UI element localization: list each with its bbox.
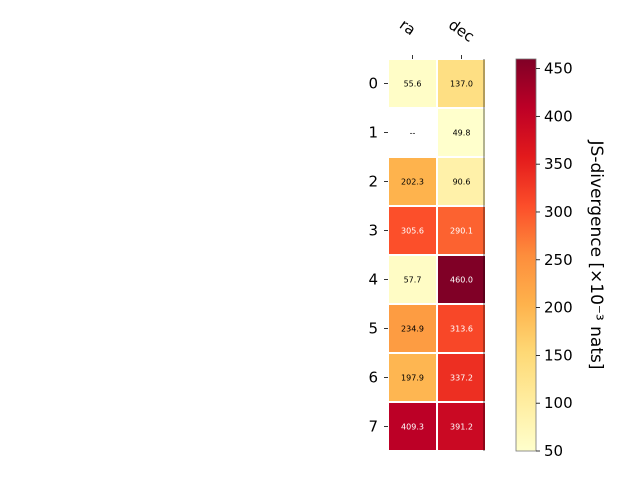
- colorbar-tick-label: 400: [544, 107, 573, 125]
- column-tick-label: dec: [445, 16, 477, 46]
- heatmap-cell-6-ra: [389, 354, 436, 401]
- cell-value-label: 290.1: [450, 227, 473, 236]
- heatmap-cell-7-dec: [438, 403, 485, 450]
- row-tick-label: 5: [368, 320, 378, 338]
- cell-value-label: 90.6: [453, 178, 471, 187]
- cell-value-label: 202.3: [401, 178, 424, 187]
- heatmap-cell-6-dec: [438, 354, 485, 401]
- cell-value-label: --: [410, 129, 416, 138]
- heatmap-cell-3-dec: [438, 207, 485, 254]
- row-tick-label: 6: [368, 369, 378, 387]
- colorbar-gradient: [515, 58, 537, 452]
- heatmap-cell-3-ra: [389, 207, 436, 254]
- heatmap-cells: 55.6 137.0 -- 49.8 202.3 90.6 305.6 290.1 57.7 46…: [389, 60, 485, 450]
- cell-value-label: 234.9: [401, 325, 424, 334]
- heatmap-cell-0-dec: [438, 60, 485, 107]
- colorbar-tick-label: 50: [544, 442, 563, 460]
- row-tick-label: 4: [368, 271, 378, 289]
- row-axis: 0 1 2 3 4 5 6 7: [368, 59, 485, 451]
- cell-value-label: 57.7: [404, 276, 422, 285]
- heatmap-cell-2-ra: [389, 158, 436, 205]
- heatmap-cell-1-dec: [438, 109, 485, 156]
- colorbar-tick-label: 200: [544, 299, 573, 317]
- colorbar-label: JS-divergence [×10⁻³ nats]: [586, 140, 606, 370]
- row-tick-label: 3: [368, 222, 378, 240]
- cell-value-label: 49.8: [453, 129, 471, 138]
- row-tick-label: 2: [368, 173, 378, 191]
- cell-value-label: 137.0: [450, 80, 473, 89]
- row-tick-label: 0: [368, 75, 378, 93]
- heatmap-cell-5-ra: [389, 305, 436, 352]
- colorbar-tick-label: 350: [544, 155, 573, 173]
- heatmap-cell-7-ra: [389, 403, 436, 450]
- cell-value-label: 337.2: [450, 374, 473, 383]
- colorbar: 50 100 150 200 250 300 350 400 450 JS-divergence…: [515, 58, 606, 460]
- heatmap-cell-4-ra: [389, 256, 436, 303]
- cell-value-label: 409.3: [401, 423, 424, 432]
- cell-value-label: 305.6: [401, 227, 424, 236]
- cell-value-label: 391.2: [450, 423, 473, 432]
- cell-value-label: 313.6: [450, 325, 473, 334]
- colorbar-tick-label: 450: [544, 60, 573, 78]
- column-tick-label: ra: [396, 16, 419, 40]
- heatmap-cell-5-dec: [438, 305, 485, 352]
- row-tick-label: 1: [368, 124, 378, 142]
- column-axis: ra dec: [396, 16, 478, 59]
- colorbar-ticks: 50 100 150 200 250 300 350 400 450: [536, 60, 573, 460]
- heatmap-cell-4-dec: [438, 256, 485, 303]
- row-tick-label: 7: [368, 418, 378, 436]
- colorbar-tick-label: 150: [544, 346, 573, 364]
- heatmap-cell-2-dec: [438, 158, 485, 205]
- cell-value-label: 55.6: [404, 80, 422, 89]
- cell-value-label: 460.0: [450, 276, 473, 285]
- colorbar-tick-label: 100: [544, 394, 573, 412]
- colorbar-tick-label: 250: [544, 251, 573, 269]
- heatmap-cell-0-ra: [389, 60, 436, 107]
- colorbar-tick-label: 300: [544, 203, 573, 221]
- cell-value-label: 197.9: [401, 374, 424, 383]
